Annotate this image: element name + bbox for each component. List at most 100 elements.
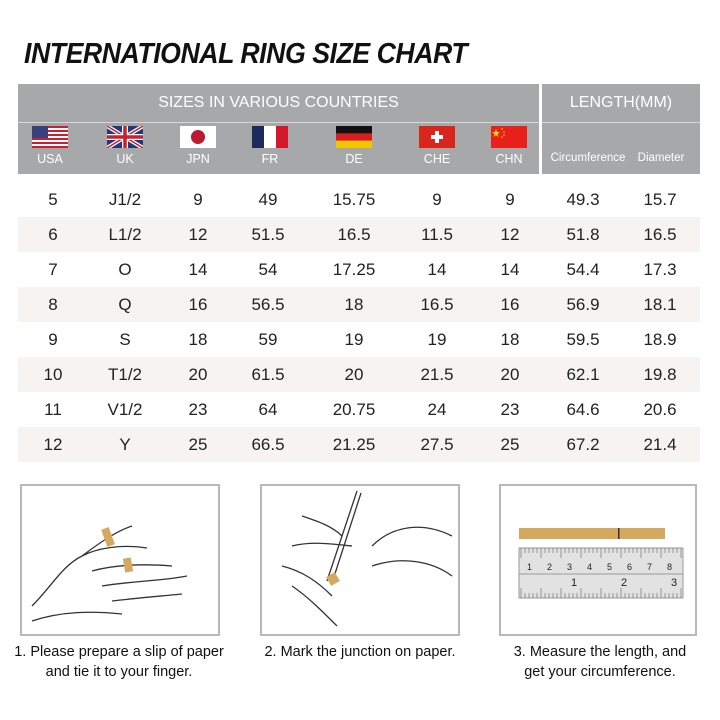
step1-illustration — [20, 484, 220, 636]
table-row: 10 T1/2 20 61.5 20 21.5 20 62.1 19.8 — [18, 357, 700, 392]
table-cell: 59.5 — [566, 330, 600, 349]
table-cell: 27.5 — [420, 435, 454, 454]
country-uk: UK — [116, 152, 134, 166]
table-cell: 15.7 — [643, 190, 677, 209]
table-cell: 18 — [500, 330, 520, 349]
table-cell: 64.6 — [566, 400, 600, 419]
table-row: 12 Y 25 66.5 21.25 27.5 25 67.2 21.4 — [18, 427, 700, 462]
table-cell: Q — [118, 295, 132, 314]
table-cell: 56.9 — [566, 295, 600, 314]
table-cell: 54 — [258, 260, 278, 279]
table-cell: 9 — [432, 190, 442, 209]
ruler-mark: 2 — [547, 562, 552, 572]
table-cell: J1/2 — [108, 190, 142, 209]
length-label: LENGTH(MM) — [569, 94, 673, 111]
country-de: DE — [345, 152, 363, 166]
table-cell: 21.4 — [643, 435, 677, 454]
step3-line2: get your circumference. — [524, 664, 676, 680]
table-cell: 14 — [427, 260, 447, 279]
sizes-label: SIZES IN VARIOUS COUNTRIES — [158, 94, 399, 111]
step3-illustration: 1 2 3 4 5 6 7 8 1 2 3 — [499, 484, 697, 636]
country-chn: CHN — [495, 152, 523, 166]
step1-line1: 1. Please prepare a slip of paper — [14, 644, 224, 660]
table-cell: 21.5 — [420, 365, 454, 384]
table-cell: 8 — [48, 295, 58, 314]
table-row: 6 L1/2 12 51.5 16.5 11.5 12 51.8 16.5 — [18, 217, 700, 252]
table-cell: 17.3 — [643, 260, 677, 279]
ruler-inch-mark: 3 — [671, 577, 677, 589]
ruler-inch-mark: 2 — [621, 577, 627, 589]
country-jpn: JPN — [186, 152, 210, 166]
table-cell: 17.25 — [332, 260, 376, 279]
switzerland-flag-icon — [419, 126, 455, 148]
table-cell: 19.8 — [643, 365, 677, 384]
country-fr: FR — [261, 152, 279, 166]
table-row: 11 V1/2 23 64 20.75 24 23 64.6 20.6 — [18, 392, 700, 427]
table-cell: 5 — [48, 190, 58, 209]
step3-caption: 3. Measure the length, and get your circu… — [480, 642, 720, 682]
table-cell: 10 — [43, 365, 63, 384]
table-cell: 14 — [500, 260, 520, 279]
table-cell: 62.1 — [566, 365, 600, 384]
table-cell: 16.5 — [643, 225, 677, 244]
table-cell: Y — [119, 435, 131, 454]
ruler-mark: 6 — [627, 562, 632, 572]
table-cell: 66.5 — [251, 435, 285, 454]
table-cell: O — [118, 260, 132, 279]
table-cell: 59 — [258, 330, 278, 349]
ruler-mark: 1 — [527, 562, 532, 572]
table-cell: 9 — [505, 190, 515, 209]
ruler-mark: 5 — [607, 562, 612, 572]
table-cell: 18 — [188, 330, 208, 349]
table-cell: 16.5 — [420, 295, 454, 314]
table-cell: 18 — [344, 295, 364, 314]
table-cell: 49.3 — [566, 190, 600, 209]
table-cell: 9 — [48, 330, 58, 349]
table-cell: L1/2 — [108, 225, 142, 244]
china-flag-icon — [491, 126, 527, 148]
table-cell: 11.5 — [421, 225, 453, 244]
ruler-inch-mark: 1 — [571, 577, 577, 589]
table-row: 9 S 18 59 19 19 18 59.5 18.9 — [18, 322, 700, 357]
hand-with-paper-icon — [31, 525, 188, 622]
table-cell: 20 — [500, 365, 520, 384]
table-cell: 25 — [188, 435, 208, 454]
table-cell: 12 — [43, 435, 63, 454]
uk-flag-icon — [107, 126, 143, 148]
circumference-label: Circumference — [550, 152, 626, 164]
table-cell: 11 — [44, 400, 62, 419]
step2-illustration — [260, 484, 460, 636]
ruler-mark: 8 — [667, 562, 672, 572]
table-cell: 64 — [258, 400, 278, 419]
germany-flag-icon — [336, 126, 372, 148]
step2-caption: 2. Mark the junction on paper. — [240, 642, 480, 662]
table-cell: 14 — [188, 260, 208, 279]
ruler-mark: 3 — [567, 562, 572, 572]
table-cell: S — [119, 330, 131, 349]
length-header: LENGTH(MM) — [542, 84, 700, 174]
table-cell: 25 — [500, 435, 520, 454]
table-cell: 16.5 — [337, 225, 371, 244]
step1-line2: and tie it to your finger. — [45, 664, 193, 680]
country-che: CHE — [423, 152, 451, 166]
step2-line1: 2. Mark the junction on paper. — [264, 644, 456, 660]
step1-caption: 1. Please prepare a slip of paper and tie… — [0, 642, 238, 682]
table-cell: 24 — [427, 400, 447, 419]
ruler-mark: 7 — [647, 562, 652, 572]
country-usa: USA — [37, 152, 63, 166]
table-cell: 6 — [48, 225, 58, 244]
diameter-label: Diameter — [637, 152, 685, 164]
table-row: 5 J1/2 9 49 15.75 9 9 49.3 15.7 — [18, 182, 700, 217]
table-cell: 16 — [500, 295, 520, 314]
table-cell: 19 — [344, 330, 364, 349]
table-cell: 51.5 — [251, 225, 285, 244]
ruler-mark: 4 — [587, 562, 592, 572]
table-cell: 9 — [193, 190, 203, 209]
table-row: 8 Q 16 56.5 18 16.5 16 56.9 18.1 — [18, 287, 700, 322]
table-cell: 23 — [500, 400, 520, 419]
table-cell: 18.9 — [643, 330, 677, 349]
table-cell: 20 — [188, 365, 208, 384]
table-cell: 7 — [48, 260, 58, 279]
table-cell: 15.75 — [332, 190, 376, 209]
table-cell: 20.6 — [643, 400, 677, 419]
